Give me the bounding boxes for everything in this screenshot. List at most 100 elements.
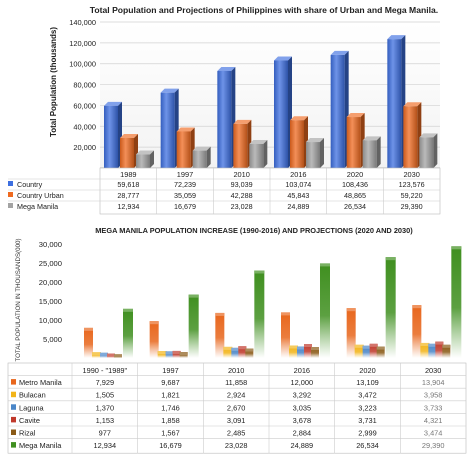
chart-2-bar-cap — [188, 294, 199, 298]
chart-2-data-label: 3,223 — [358, 403, 377, 412]
chart-1-x-tick-label: 1989 — [120, 170, 136, 179]
chart-2-y-axis-label: TOTAL POPULATION IN THOUSANDS(000) — [15, 238, 22, 361]
chart-1-y-tick-label: 140,000 — [69, 18, 96, 27]
chart-1-data-label: 45,843 — [287, 191, 309, 200]
chart-1-y-tick-label: 100,000 — [69, 60, 96, 69]
chart-2-data-label: 3,958 — [424, 391, 443, 400]
chart-2-data-label: 13,109 — [356, 378, 379, 387]
chart-1-bar-top — [176, 127, 195, 132]
chart-1-bar-top — [249, 139, 268, 144]
chart-2-y-tick-label: 30,000 — [39, 240, 62, 249]
chart-1-data-label: 29,390 — [401, 202, 423, 211]
chart-2-bar — [346, 308, 356, 358]
chart-2-bar-cap — [281, 312, 290, 316]
chart-2-bar-cap — [412, 305, 422, 309]
chart-2-bar — [157, 351, 167, 358]
chart-1-bar — [249, 143, 264, 168]
chart-1-legend-label: Country Urban — [17, 191, 64, 200]
chart-1-bar-side — [433, 133, 438, 168]
chart-2-bar — [245, 348, 254, 358]
chart-1-bar — [274, 60, 288, 168]
chart-2-data-label: 23,028 — [225, 441, 248, 450]
chart-2-bar — [123, 308, 133, 358]
chart-2-data-label: 3,292 — [293, 391, 312, 400]
chart-2-bar — [84, 327, 93, 358]
chart-2-bar-cap — [149, 321, 159, 325]
chart-1-legend-swatch — [8, 181, 13, 186]
chart-2-data-label: 1,821 — [161, 391, 180, 400]
chart-1-bar-top — [387, 35, 406, 40]
chart-2-bar — [320, 263, 330, 358]
chart-1-bar — [104, 105, 118, 168]
chart-2-bar — [289, 345, 298, 358]
chart-2-bars — [84, 246, 462, 358]
chart-2-bar — [254, 270, 265, 358]
chart-1-legend-label: Country — [17, 180, 43, 189]
chart-2-data-label: 3,731 — [358, 416, 377, 425]
chart-1-y-tick-label: 80,000 — [73, 81, 96, 90]
chart-1: Total Population and Projections of Phil… — [8, 5, 441, 215]
chart-2-bar-cap — [179, 352, 188, 356]
chart-1-bar-top — [160, 88, 179, 93]
chart-2-data-table: 1990 - "1989" 1997 2010 2016 2020 2030 Metro M… — [7, 362, 467, 454]
chart-2-data-label: 1,858 — [161, 416, 180, 425]
chart-2-bar — [354, 344, 364, 358]
chart-2-bar — [451, 246, 462, 358]
chart-2-bar-cap — [420, 342, 430, 346]
chart-2-data-label: 3,678 — [293, 416, 312, 425]
chart-1-bar-top — [233, 119, 252, 124]
chart-2-data-label: 12,000 — [291, 378, 314, 387]
chart-1-bar-top — [120, 133, 138, 138]
chart-1-data-label: 59,220 — [401, 191, 423, 200]
chart-2-legend-label: Rizal — [19, 429, 36, 438]
chart-2-bar — [215, 312, 225, 358]
chart-2-data-label: 26,534 — [356, 441, 379, 450]
chart-1-title: Total Population and Projections of Phil… — [90, 5, 438, 15]
chart-2-bar-cap — [297, 346, 305, 350]
chart-2-bar — [442, 344, 451, 358]
chart-2-y-tick-label: 5,000 — [43, 335, 62, 344]
chart-2-bar — [238, 346, 247, 358]
chart-1-bar-top — [290, 116, 308, 121]
chart-1-bar — [346, 117, 361, 168]
chart-1-bar-top — [136, 150, 154, 155]
chart-2-bar-cap — [114, 354, 122, 358]
chart-1-bars — [104, 35, 438, 168]
chart-2-bar-cap — [157, 351, 167, 355]
chart-2-bar-cap — [442, 344, 451, 348]
chart-2-data-label: 24,889 — [291, 441, 314, 450]
chart-1-bar — [217, 70, 232, 168]
chart-2-y-ticks: 5,000 10,000 15,000 20,000 25,000 30,000 — [39, 240, 62, 344]
chart-2-bar-cap — [123, 308, 133, 312]
chart-2-data-label: 2,884 — [293, 429, 312, 438]
chart-2-bar-cap — [165, 351, 174, 355]
chart-1-bar — [403, 106, 418, 168]
chart-2-bar — [369, 343, 378, 358]
chart-2-y-tick-label: 10,000 — [39, 316, 62, 325]
chart-2-bar-cap — [84, 327, 93, 331]
chart-2-data-label: 3,474 — [424, 429, 443, 438]
chart-2-y-tick-label: 25,000 — [39, 259, 62, 268]
chart-1-bar — [362, 140, 377, 168]
chart-1-bar-top — [306, 138, 324, 143]
chart-2-bar-cap — [354, 344, 364, 348]
chart-2-data-label: 3,035 — [293, 403, 312, 412]
chart-2-x-tick-label: 2030 — [425, 366, 441, 375]
chart-2-x-tick-label: 1997 — [162, 366, 178, 375]
chart-2-legend-label: Cavite — [19, 416, 40, 425]
chart-2-bar-cap — [245, 348, 254, 352]
chart-2-bar-cap — [385, 257, 396, 261]
chart-1-data-label: 103,074 — [285, 180, 311, 189]
chart-2-bar — [149, 321, 159, 358]
chart-1-bar — [290, 120, 304, 168]
chart-2-data-label: 1,153 — [96, 416, 115, 425]
chart-2-bar-cap — [223, 346, 233, 350]
chart-2-legend-label: Mega Manila — [19, 441, 62, 450]
chart-1-data-label: 28,777 — [117, 191, 139, 200]
chart-1-bar-side — [206, 146, 211, 168]
chart-2-y-tick-label: 20,000 — [39, 278, 62, 287]
chart-2-data-label: 11,858 — [225, 378, 247, 387]
chart-1-bar-side — [376, 136, 381, 168]
chart-1-y-tick-label: 120,000 — [69, 39, 96, 48]
